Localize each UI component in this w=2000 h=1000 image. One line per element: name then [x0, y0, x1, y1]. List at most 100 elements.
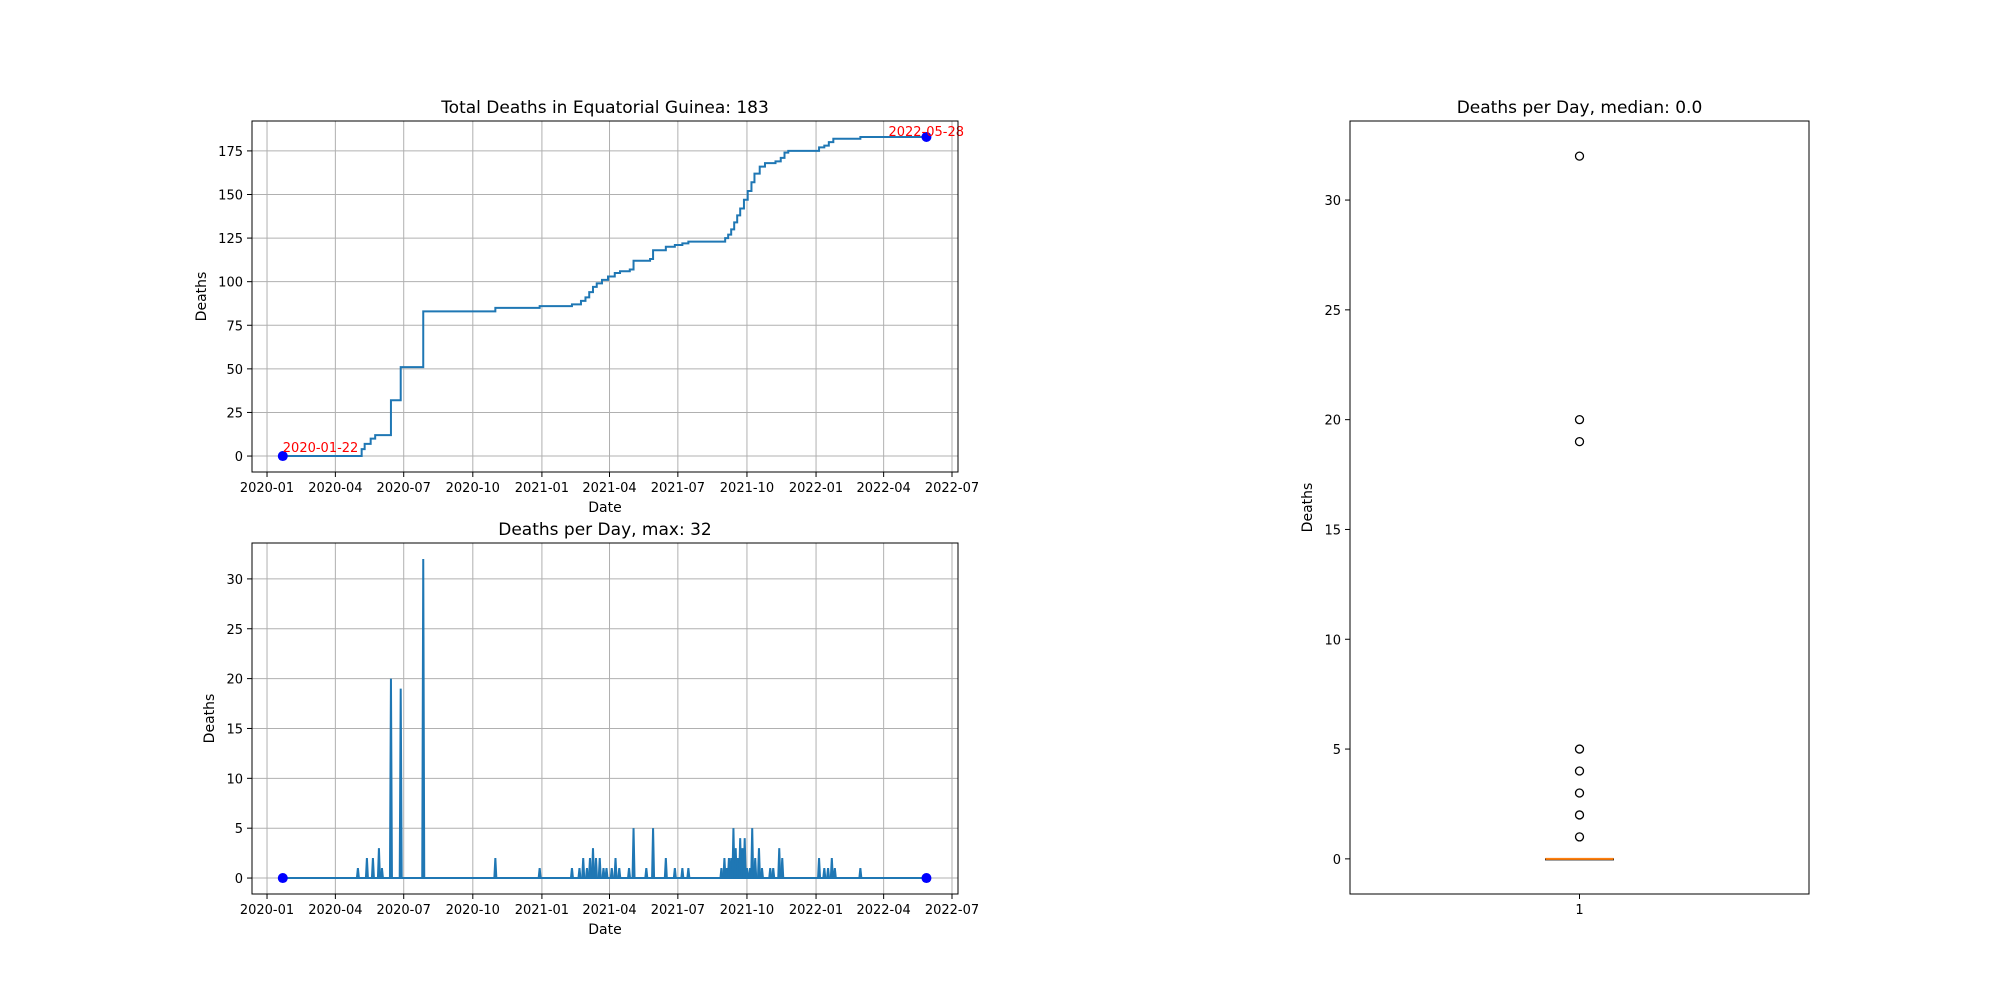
y-axis-label: Deaths [1300, 483, 1316, 533]
x-tick-label: 2020-04 [308, 481, 362, 496]
daily-spike [756, 848, 761, 879]
y-tick-label: 125 [218, 232, 243, 247]
chart-title: Deaths per Day, max: 32 [498, 520, 712, 540]
daily-spike [569, 867, 574, 879]
daily-spike [738, 838, 743, 879]
y-tick-label: 30 [226, 573, 243, 588]
plot-frame [251, 120, 959, 473]
daily-spike [826, 867, 831, 879]
x-tick-label: 2022-07 [925, 903, 979, 918]
y-tick-label: 25 [226, 406, 243, 421]
x-tick-label: 2021-04 [582, 903, 636, 918]
x-tick-label: 2020-04 [308, 903, 362, 918]
daily-spike [587, 858, 592, 879]
daily-spike [753, 858, 758, 879]
daily-spike [593, 858, 598, 879]
start-point [277, 451, 288, 462]
series-line [282, 135, 927, 458]
x-tick-label: 2021-01 [515, 903, 569, 918]
outlier-point [1574, 788, 1585, 798]
y-axis-label: Deaths [194, 272, 210, 322]
y-tick-label: 0 [235, 450, 243, 465]
x-tick-label: 2020-01 [240, 481, 294, 496]
y-tick-label: 10 [1324, 633, 1341, 648]
y-tick-label: 15 [226, 722, 243, 737]
y-tick-label: 75 [226, 319, 243, 334]
x-tick-label: 2022-01 [789, 481, 843, 496]
x-tick-label: 2022-07 [925, 481, 979, 496]
daily-spike [584, 867, 589, 879]
daily-spike [631, 828, 636, 879]
daily-spike [744, 867, 749, 879]
x-tick-label: 2020-10 [446, 481, 500, 496]
daily-spike [627, 867, 632, 879]
y-tick-label: 20 [1324, 414, 1341, 429]
daily-spike [590, 848, 595, 879]
outlier-point [1574, 810, 1585, 820]
daily-spike [780, 858, 785, 879]
daily-spike [733, 848, 738, 879]
y-tick-label: 5 [1333, 743, 1341, 758]
outlier-point [1574, 415, 1585, 425]
x-tick-label: 2021-07 [651, 903, 705, 918]
daily-spike [388, 678, 393, 879]
daily-spike [768, 867, 773, 879]
outlier-point [1574, 436, 1585, 447]
chart-title: Deaths per Day, median: 0.0 [1457, 98, 1703, 118]
daily-spike [750, 828, 755, 879]
y-tick-label: 0 [1333, 853, 1341, 868]
x-tick-label: 2021-04 [582, 481, 636, 496]
y-tick-label: 10 [226, 772, 243, 787]
x-tick-label: 2020-07 [377, 481, 431, 496]
daily-spike [858, 867, 863, 879]
daily-deaths-chart: 2020-01 2020-04 2020-07 2020-10 2021-01 2021-… [202, 520, 979, 938]
daily-spike [686, 867, 691, 879]
x-tick-label: 1 [1575, 903, 1583, 918]
daily-spike [719, 867, 724, 879]
daily-spike [722, 858, 727, 879]
daily-spike [663, 858, 668, 879]
y-axis-label: Deaths [202, 694, 218, 744]
daily-spike [832, 867, 837, 879]
daily-spike [421, 558, 426, 879]
daily-spike [680, 867, 685, 879]
y-tick-label: 150 [218, 188, 243, 203]
daily-spike [613, 858, 618, 879]
y-tick-label: 5 [235, 822, 243, 837]
daily-spike [537, 867, 542, 879]
outlier-point [1574, 832, 1585, 842]
x-tick-label: 2021-10 [720, 903, 774, 918]
y-tick-label: 100 [218, 276, 243, 291]
daily-spike [644, 867, 649, 879]
outlier-point [1574, 151, 1585, 161]
x-tick-label: 2021-01 [515, 481, 569, 496]
daily-spike [829, 858, 834, 879]
x-tick-label: 2020-01 [240, 903, 294, 918]
plot-frame [251, 542, 959, 895]
end-point [921, 873, 932, 884]
daily-spike [364, 858, 369, 879]
date-annotation: 2020-01-22 [283, 441, 359, 456]
daily-deaths-boxplot: 0 5 10 15 20 25 30 1 Deaths Deaths per Day, media… [1300, 98, 1810, 918]
daily-spike [581, 858, 586, 879]
daily-spike [601, 867, 606, 879]
plot-frame [1349, 120, 1810, 895]
daily-spike [376, 848, 381, 879]
x-tick-label: 2021-10 [720, 481, 774, 496]
y-tick-label: 50 [226, 363, 243, 378]
outlier-point [1574, 744, 1585, 754]
x-tick-label: 2022-01 [789, 903, 843, 918]
x-tick-label: 2022-04 [856, 903, 910, 918]
daily-spike [771, 867, 776, 879]
x-tick-label: 2020-07 [377, 903, 431, 918]
outlier-point [1574, 766, 1585, 776]
chart-title: Total Deaths in Equatorial Guinea: 183 [440, 98, 769, 118]
daily-spike [817, 858, 822, 879]
daily-spike [731, 828, 736, 879]
daily-spike [493, 858, 498, 879]
end-point [921, 131, 932, 142]
daily-spike [822, 867, 827, 879]
x-axis-label: Date [588, 922, 621, 938]
y-tick-label: 25 [226, 623, 243, 638]
